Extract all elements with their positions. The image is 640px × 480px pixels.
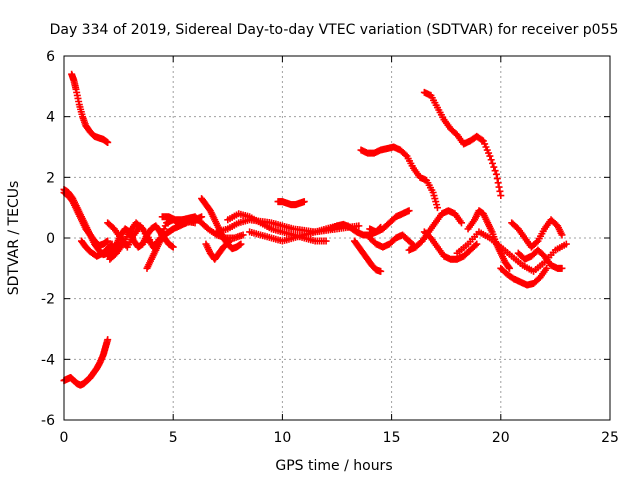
series-arc-6-8 [198,195,245,253]
series-arc-10-11 [274,198,308,209]
data-point [405,207,413,215]
data-point [137,224,145,232]
data-point [543,264,551,272]
data-point [473,240,481,248]
series-cluster-21-23 [508,216,566,251]
y-tick-label: -4 [41,352,55,368]
x-tick-label: 0 [60,430,69,446]
y-axis-label: SDTVAR / TECUs [6,181,22,296]
series-cluster-21-23-b [514,246,566,272]
y-tick-label: 4 [46,110,55,126]
data-point [533,238,541,246]
series-arc-20-22-low [497,264,551,289]
data-point [322,237,330,245]
series-arc-13-14-drop [350,237,385,275]
y-tick-label: 2 [46,170,55,186]
data-point [104,237,112,245]
data-point [486,152,494,160]
series-arc-upper-left [68,70,112,146]
x-tick-label: 5 [169,430,178,446]
series-arc-15-mid [366,207,413,236]
y-tick-label: 0 [46,231,55,247]
data-point [505,263,513,271]
series-arc-15-upper [357,143,441,212]
series-arc-descend-2 [60,189,112,250]
axis-ticks: 0 5 10 15 20 25 -6 -4 -2 0 2 4 6 [41,49,619,446]
series-cluster-c [106,219,160,263]
data-point [558,264,566,272]
x-tick-label: 20 [492,430,510,446]
x-tick-label: 15 [383,430,401,446]
data-point [377,267,385,275]
data-point [104,336,112,344]
y-tick-label: 6 [46,49,55,65]
data-point [355,222,363,230]
series-arc-17-19 [420,228,481,263]
data-point [225,238,233,246]
data-point [558,231,566,239]
chart-title: Day 334 of 2019, Sidereal Day-to-day VTE… [50,22,619,38]
data-point [433,204,441,212]
data-point [239,231,247,239]
x-tick-label: 10 [273,430,291,446]
x-axis-label: GPS time / hours [275,458,392,474]
data-point [493,175,501,183]
data-point [471,241,479,249]
data-point [457,219,465,227]
x-tick-label: 25 [601,430,619,446]
data-point [489,159,497,167]
data-point [104,138,112,146]
y-tick-label: -6 [41,413,55,429]
data-point [198,213,206,221]
data-point [490,163,498,171]
data-point [495,183,503,191]
data-point [491,167,499,175]
data-point [562,240,570,248]
data-point [492,170,500,178]
data-point [226,237,234,245]
data-point [402,151,410,159]
data-point [494,179,502,187]
data-point [496,187,504,195]
series-arc-16-20-upper [420,88,505,200]
series-arc-lower-left [60,336,112,389]
data-point [497,192,505,200]
y-tick-label: -2 [41,292,55,308]
data-points [60,70,570,389]
data-point [169,243,177,251]
data-point [506,264,514,272]
series-arc-19-23 [453,228,570,275]
series-arc-6-8-low [202,237,234,263]
data-point [300,198,308,206]
data-point [237,240,245,248]
data-point [478,136,486,144]
data-point [487,156,495,164]
